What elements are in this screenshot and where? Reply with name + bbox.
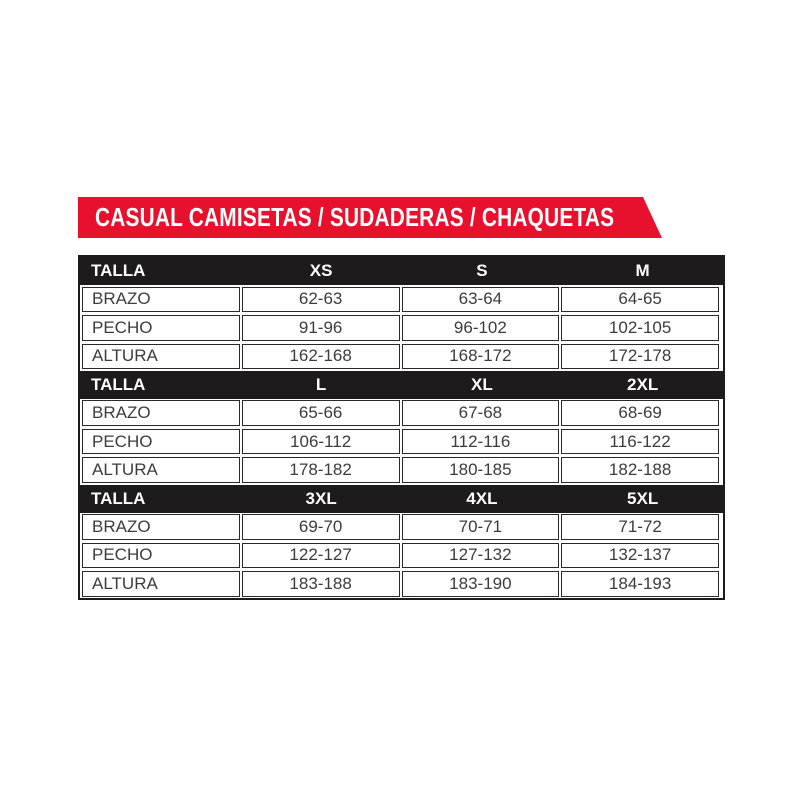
measurement-row: BRAZO 62-63 63-64 64-65 — [80, 285, 723, 314]
measurement-value: 62-63 — [241, 286, 400, 313]
measurement-value: 70-71 — [401, 514, 560, 540]
talla-header-cell: TALLA — [91, 261, 146, 280]
measurement-row: ALTURA 178-182 180-185 182-188 — [80, 456, 723, 485]
category-banner: CASUAL CAMISETAS / SUDADERAS / CHAQUETAS — [78, 197, 662, 238]
category-banner-title: CASUAL CAMISETAS / SUDADERAS / CHAQUETAS — [95, 202, 615, 232]
talla-header-cell: TALLA — [91, 488, 146, 508]
measurement-row: ALTURA 162-168 168-172 172-178 — [80, 342, 723, 371]
size-header-cell: 4XL — [466, 488, 498, 508]
measurement-label: PECHO — [82, 542, 240, 569]
size-chart-table: TALLA XS S M BRAZO 62-63 63-64 64-65 PEC… — [78, 255, 725, 601]
measurement-row: PECHO 122-127 127-132 132-137 — [80, 541, 723, 570]
measurement-label: BRAZO — [82, 514, 240, 540]
measurement-value: 67-68 — [401, 400, 560, 426]
measurement-value: 127-132 — [401, 542, 560, 569]
measurement-value: 112-116 — [401, 428, 560, 455]
size-header-row: TALLA XS S M — [80, 257, 723, 285]
measurement-row: BRAZO 65-66 67-68 68-69 — [80, 399, 723, 428]
measurement-value: 64-65 — [561, 286, 719, 313]
size-header-cell: 5XL — [627, 488, 659, 508]
talla-header-cell: TALLA — [91, 374, 146, 394]
measurement-label: ALTURA — [82, 343, 240, 370]
size-header-cell: S — [476, 261, 488, 280]
size-header-cell: XS — [309, 261, 333, 280]
measurement-value: 69-70 — [241, 514, 400, 540]
size-header-cell: M — [635, 261, 650, 280]
size-header-cell: 2XL — [627, 374, 659, 394]
measurement-row: BRAZO 69-70 70-71 71-72 — [80, 513, 723, 542]
size-header-cell: L — [315, 374, 327, 394]
measurement-value: 91-96 — [241, 315, 400, 341]
measurement-value: 183-188 — [241, 571, 400, 597]
measurement-label: PECHO — [82, 428, 240, 455]
measurement-label: ALTURA — [82, 457, 240, 484]
measurement-label: PECHO — [82, 315, 240, 341]
measurement-value: 162-168 — [241, 343, 400, 370]
measurement-value: 178-182 — [241, 457, 400, 484]
measurement-value: 96-102 — [401, 315, 560, 341]
measurement-value: 184-193 — [561, 571, 719, 597]
measurement-value: 65-66 — [241, 400, 400, 426]
measurement-value: 172-178 — [561, 343, 719, 370]
size-header-row: TALLA L XL 2XL — [80, 370, 723, 399]
measurement-value: 102-105 — [561, 315, 719, 341]
measurement-label: ALTURA — [82, 571, 240, 597]
size-header-cell: 3XL — [305, 488, 337, 508]
measurement-value: 122-127 — [241, 542, 400, 569]
measurement-value: 116-122 — [561, 428, 719, 455]
measurement-value: 182-188 — [561, 457, 719, 484]
measurement-value: 68-69 — [561, 400, 719, 426]
measurement-row: ALTURA 183-188 183-190 184-193 — [80, 570, 723, 599]
measurement-label: BRAZO — [82, 400, 240, 426]
measurement-value: 183-190 — [401, 571, 560, 597]
measurement-value: 132-137 — [561, 542, 719, 569]
measurement-value: 106-112 — [241, 428, 400, 455]
size-header-cell: XL — [471, 374, 493, 394]
measurement-value: 180-185 — [401, 457, 560, 484]
measurement-value: 71-72 — [561, 514, 719, 540]
measurement-row: PECHO 91-96 96-102 102-105 — [80, 314, 723, 343]
measurement-value: 168-172 — [401, 343, 560, 370]
measurement-value: 63-64 — [401, 286, 560, 313]
measurement-label: BRAZO — [82, 286, 240, 313]
measurement-row: PECHO 106-112 112-116 116-122 — [80, 427, 723, 456]
size-header-row: TALLA 3XL 4XL 5XL — [80, 484, 723, 513]
